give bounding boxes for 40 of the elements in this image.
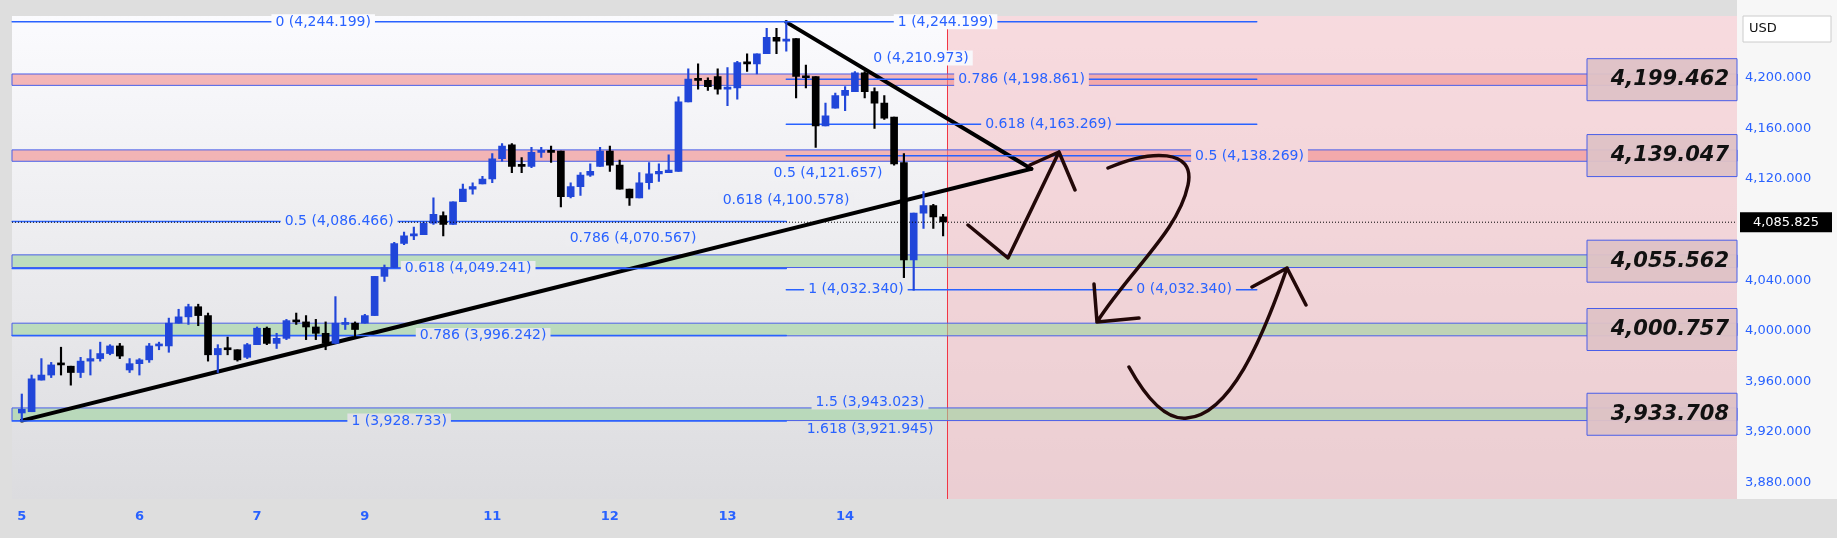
- annotation: 1 (4,032.340): [808, 280, 904, 297]
- annotation: 0 (4,032.340): [1136, 280, 1232, 297]
- y-tick-label: 4,040.000: [1745, 271, 1812, 287]
- band-label: 4,000.757: [1609, 315, 1730, 340]
- y-tick-label: 3,960.000: [1745, 372, 1812, 388]
- annotation: 0.5 (4,121.657): [773, 163, 883, 180]
- x-tick-label: 11: [483, 508, 502, 524]
- y-tick-label: 3,880.000: [1745, 473, 1812, 489]
- y-tick-label: 4,000.000: [1745, 322, 1812, 338]
- annotation: 1 (3,928.733): [351, 411, 447, 428]
- x-tick-label: 9: [360, 508, 370, 524]
- y-tick-label: 4,120.000: [1745, 170, 1812, 186]
- annotation: 0.5 (4,138.269): [1195, 146, 1304, 163]
- y-tick-label: 4,160.000: [1745, 119, 1812, 135]
- band-label: 4,199.462: [1609, 66, 1729, 91]
- x-tick-label: 7: [252, 508, 262, 524]
- ref-line-label: 4,085.825: [1752, 213, 1820, 229]
- x-tick-label: 6: [134, 508, 144, 524]
- annotation: 0.786 (4,198.861): [958, 69, 1085, 86]
- y-tick-label: 4,200.000: [1745, 69, 1812, 85]
- annotation: 0 (4,244.199): [275, 12, 371, 29]
- annotation: 1.5 (3,943.023): [815, 392, 925, 409]
- x-tick-label: 14: [836, 508, 855, 524]
- x-tick-label: 12: [600, 508, 619, 524]
- band-label: 4,139.047: [1609, 142, 1730, 167]
- annotation: 0 (4,210.973): [873, 48, 969, 65]
- annotation: 0.786 (3,996.242): [419, 326, 547, 343]
- annotation: 0.618 (4,049.241): [404, 259, 532, 276]
- band-label: 3,933.708: [1610, 400, 1729, 425]
- x-tick-label: 5: [17, 508, 27, 524]
- annotation: 1.618 (3,921.945): [806, 419, 934, 436]
- annotation: 0.5 (4,086.466): [284, 212, 394, 229]
- annotation: 1 (4,244.199): [897, 12, 994, 29]
- annotation: 0.618 (4,163.269): [985, 114, 1112, 131]
- x-tick-label: 13: [718, 508, 737, 524]
- text: USD: [1749, 20, 1777, 36]
- y-tick-label: 3,920.000: [1745, 423, 1812, 439]
- annotation: 0.786 (4,070.567): [569, 228, 697, 245]
- annotation: 0.618 (4,100.578): [722, 190, 850, 207]
- band-label: 4,055.562: [1609, 247, 1729, 272]
